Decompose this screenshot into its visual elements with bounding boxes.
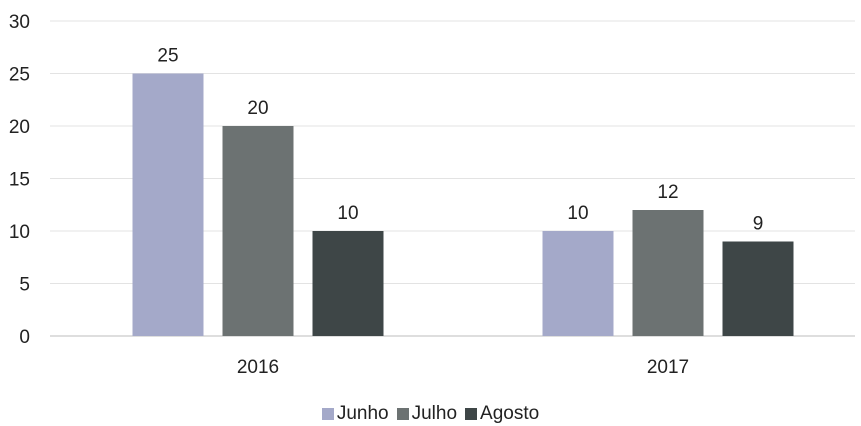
legend-swatch (321, 408, 334, 420)
bar-julho-2017 (632, 210, 704, 336)
y-tick-label: 25 (9, 65, 30, 86)
x-category-label: 2016 (237, 357, 279, 378)
legend-label: Agosto (480, 403, 540, 424)
data-label: 10 (567, 203, 588, 224)
y-tick-label: 10 (9, 222, 30, 243)
legend-item: Agosto (465, 403, 539, 425)
data-label: 20 (247, 98, 268, 119)
legend-swatch (465, 408, 478, 420)
data-label: 10 (337, 203, 358, 224)
bars (132, 73, 794, 336)
bar-agosto-2017 (722, 241, 794, 336)
x-axis-labels: 2016 2017 (237, 357, 689, 378)
legend-swatch (396, 408, 409, 420)
legend-item: Julho (396, 403, 458, 425)
data-labels: 25 20 10 10 12 9 (157, 46, 763, 235)
y-tick-label: 15 (9, 170, 30, 191)
legend-item: Junho (321, 403, 389, 425)
y-tick-label: 20 (9, 117, 30, 138)
legend: Junho Julho Agosto (0, 403, 861, 425)
y-tick-label: 5 (19, 275, 30, 296)
y-axis-ticks: 0 5 10 15 20 25 30 (9, 12, 30, 348)
bar-agosto-2016 (312, 231, 384, 336)
bar-junho-2017 (542, 231, 614, 336)
data-label: 25 (157, 46, 178, 67)
x-category-label: 2017 (647, 357, 689, 378)
legend-label: Julho (411, 403, 458, 424)
bar-junho-2016 (132, 73, 204, 336)
bar-julho-2016 (222, 126, 294, 336)
y-tick-label: 30 (9, 12, 30, 33)
data-label: 9 (753, 214, 764, 235)
y-tick-label: 0 (19, 327, 30, 348)
legend-label: Junho (336, 403, 389, 424)
data-label: 12 (657, 182, 678, 203)
